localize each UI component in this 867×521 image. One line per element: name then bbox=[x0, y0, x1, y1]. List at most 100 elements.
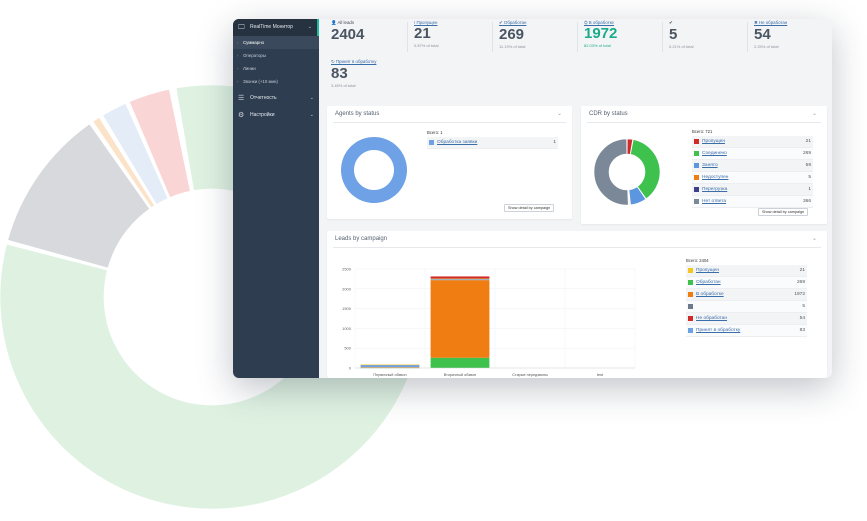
x-tick-label: Вторичный обзвон bbox=[444, 373, 477, 377]
monitor-icon: 🖵 bbox=[238, 24, 245, 31]
stat-percent: 0.21% of total bbox=[669, 44, 694, 49]
panel-divider bbox=[333, 122, 566, 123]
chevron-down-icon: ⌄ bbox=[307, 24, 312, 30]
background-donut-slice bbox=[173, 88, 193, 192]
stat-6: ✖ Не обработан 54 2.25% of total bbox=[754, 20, 787, 49]
legend-row[interactable]: Пропущен 21 bbox=[692, 136, 813, 148]
collapse-chevron-icon[interactable]: ⌄ bbox=[811, 236, 817, 242]
legend-value: 21 bbox=[799, 268, 805, 273]
legend-swatch bbox=[688, 328, 693, 333]
legend-row[interactable]: Соединено 269 bbox=[692, 148, 813, 160]
bar-segment[interactable] bbox=[360, 367, 420, 368]
legend-row[interactable]: 5 bbox=[686, 301, 807, 313]
legend-value: 1972 bbox=[794, 292, 805, 297]
legend-name[interactable]: Занято bbox=[702, 163, 718, 168]
legend-row[interactable]: Не обработан 54 bbox=[686, 313, 807, 325]
sidebar-subitem-calls[interactable]: Звонки (+10 мин) bbox=[233, 75, 319, 88]
background-donut-slice bbox=[7, 123, 151, 269]
sidebar-item-label: RealTime Монитор bbox=[250, 24, 293, 30]
list-icon: ☰ bbox=[238, 95, 245, 102]
gears-icon: ⚙ bbox=[238, 112, 245, 119]
stat-label[interactable]: ↻ Принят в обработку bbox=[331, 59, 377, 64]
background-donut-slice bbox=[92, 117, 155, 209]
legend-name[interactable]: Обработка заявки bbox=[437, 140, 478, 145]
bar-segment[interactable] bbox=[430, 357, 490, 368]
sidebar-item-label: Настройки bbox=[250, 112, 275, 118]
legend-swatch bbox=[688, 316, 693, 321]
stat-value: 83 bbox=[331, 65, 348, 82]
legend-row[interactable]: Нет ответа 366 bbox=[692, 196, 813, 208]
app-window: 🖵 RealTime Монитор ⌄ Суммарно Операторы … bbox=[233, 19, 832, 378]
panel-divider bbox=[333, 247, 821, 248]
legend-swatch bbox=[429, 140, 434, 145]
legend-name[interactable]: Принят в обработку bbox=[696, 328, 741, 333]
legend-row[interactable]: Принят в обработку 83 bbox=[686, 325, 807, 337]
legend-total: Всего: 1 bbox=[427, 130, 443, 135]
sidebar-subitem-lines[interactable]: Линии bbox=[233, 62, 319, 75]
legend-row[interactable]: Пропущен 21 bbox=[686, 265, 807, 277]
sidebar: 🖵 RealTime Монитор ⌄ Суммарно Операторы … bbox=[233, 19, 319, 378]
bar-segment[interactable] bbox=[430, 278, 490, 280]
cdr-legend: Всего: 721 Пропущен 21 Соединено 269 Занято 59… bbox=[692, 129, 813, 208]
stat-label[interactable]: ⛭ В обработке bbox=[584, 20, 615, 25]
leads-bar-chart: 0 500 1000 1500 2000 2500 Первичный обзвон Втор… bbox=[342, 267, 636, 377]
legend-value: 269 bbox=[796, 280, 805, 285]
leads-by-campaign-panel: Leads by campaign ⌄ 0 500 1000 1500 2000 2500… bbox=[327, 231, 827, 378]
legend-name[interactable]: Пропущен bbox=[696, 268, 719, 273]
agents-by-status-panel: Agents by status ⌄ Всего: 1 Обработка зая… bbox=[327, 106, 572, 219]
stat-label[interactable]: ✔ Обработан bbox=[499, 20, 527, 25]
stat-separator bbox=[662, 22, 663, 52]
sidebar-subitem-summary[interactable]: Суммарно bbox=[233, 36, 319, 49]
legend-name[interactable]: Не обработан bbox=[696, 316, 727, 321]
bar-segment[interactable] bbox=[360, 364, 420, 368]
stat-3: ✔ Обработан 269 11.19% of total bbox=[499, 20, 526, 49]
stat-value: 269 bbox=[499, 26, 525, 43]
legend-row[interactable]: В обработке 1972 bbox=[686, 289, 807, 301]
legend-row[interactable]: Занято 59 bbox=[692, 160, 813, 172]
panel-title: Leads by campaign bbox=[335, 236, 388, 242]
stat-label[interactable]: ! Пропущен bbox=[414, 20, 438, 25]
bar-segment[interactable] bbox=[430, 276, 490, 279]
sidebar-item-realtime[interactable]: 🖵 RealTime Монитор ⌄ bbox=[233, 19, 319, 36]
legend-value: 5 bbox=[808, 175, 811, 180]
stat-label: ✔ bbox=[669, 20, 673, 25]
show-detail-button[interactable]: Show detail by campaign bbox=[504, 204, 555, 212]
legend-name[interactable]: Нет ответа bbox=[702, 199, 727, 204]
stat-label: 👤 All leads bbox=[331, 20, 355, 25]
sidebar-item-settings[interactable]: ⚙ Настройки ⌄ bbox=[233, 107, 319, 124]
stat-value: 21 bbox=[414, 25, 431, 42]
stat-label[interactable]: ✖ Не обработан bbox=[754, 20, 788, 25]
legend-name[interactable]: В обработке bbox=[696, 292, 724, 297]
stat-separator bbox=[577, 22, 578, 52]
background-donut-slice bbox=[102, 103, 169, 205]
legend-rows: Обработка заявки 1 bbox=[427, 137, 558, 149]
legend-swatch bbox=[694, 163, 699, 168]
cdr-donut-chart bbox=[593, 138, 661, 206]
bar-segment[interactable] bbox=[430, 279, 490, 281]
cdr-donut-slice bbox=[593, 138, 629, 206]
collapse-chevron-icon[interactable]: ⌄ bbox=[556, 111, 562, 117]
stat-separator bbox=[407, 22, 408, 52]
sidebar-item-reports[interactable]: ☰ Отчетность ⌄ bbox=[233, 90, 319, 107]
stat-separator bbox=[747, 22, 748, 52]
legend-swatch bbox=[688, 280, 693, 285]
legend-name[interactable]: Обработан bbox=[696, 280, 721, 285]
legend-name[interactable]: Недоступен bbox=[702, 175, 729, 180]
sidebar-subitem-operators[interactable]: Операторы bbox=[233, 49, 319, 62]
bar-segment[interactable] bbox=[430, 280, 490, 358]
bar-segment[interactable] bbox=[360, 364, 420, 366]
collapse-chevron-icon[interactable]: ⌄ bbox=[811, 111, 817, 117]
stat-percent: 82.03% of total bbox=[584, 43, 611, 48]
show-detail-button[interactable]: Show detail by campaign bbox=[758, 208, 809, 216]
stat-separator bbox=[492, 22, 493, 52]
legend-name[interactable]: Пропущен bbox=[702, 139, 725, 144]
legend-row[interactable]: Перегрузка 1 bbox=[692, 184, 813, 196]
y-tick-label: 1500 bbox=[342, 306, 352, 311]
legend-row[interactable]: Обработан 269 bbox=[686, 277, 807, 289]
legend-row[interactable]: Недоступен 5 bbox=[692, 172, 813, 184]
legend-swatch bbox=[694, 139, 699, 144]
legend-name[interactable]: Перегрузка bbox=[702, 187, 728, 192]
legend-name[interactable]: Соединено bbox=[702, 151, 727, 156]
legend-swatch bbox=[694, 151, 699, 156]
legend-row[interactable]: Обработка заявки 1 bbox=[427, 137, 558, 149]
